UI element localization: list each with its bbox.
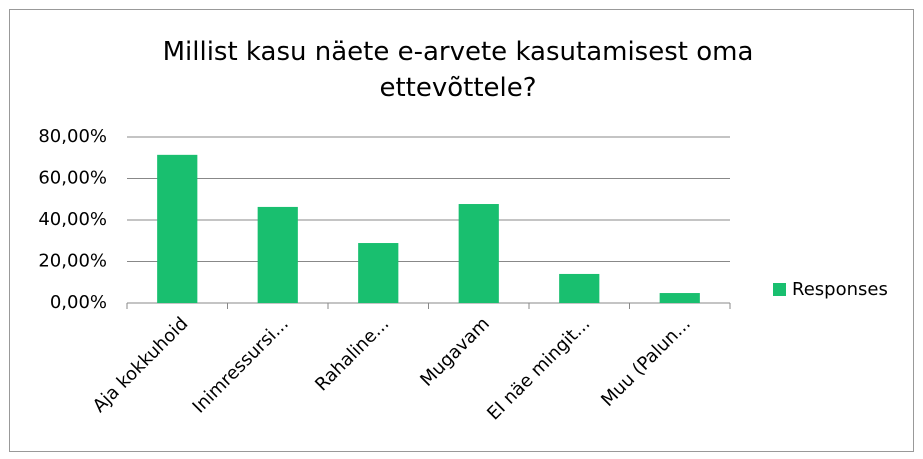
bar (358, 243, 399, 303)
bar (659, 293, 700, 303)
y-tick-label: 0,00% (50, 292, 107, 313)
legend-label: Responses (792, 279, 888, 300)
bar (559, 273, 600, 303)
legend-swatch (773, 283, 786, 296)
y-tick-label: 20,00% (38, 251, 107, 272)
y-tick-label: 60,00% (38, 168, 107, 189)
chart-title: Millist kasu näete e-arvete kasutamisest… (162, 37, 754, 103)
y-tick-label: 80,00% (38, 126, 107, 147)
bar (157, 154, 198, 303)
y-tick-label: 40,00% (38, 209, 107, 230)
bar (458, 204, 499, 303)
bar (257, 206, 298, 303)
